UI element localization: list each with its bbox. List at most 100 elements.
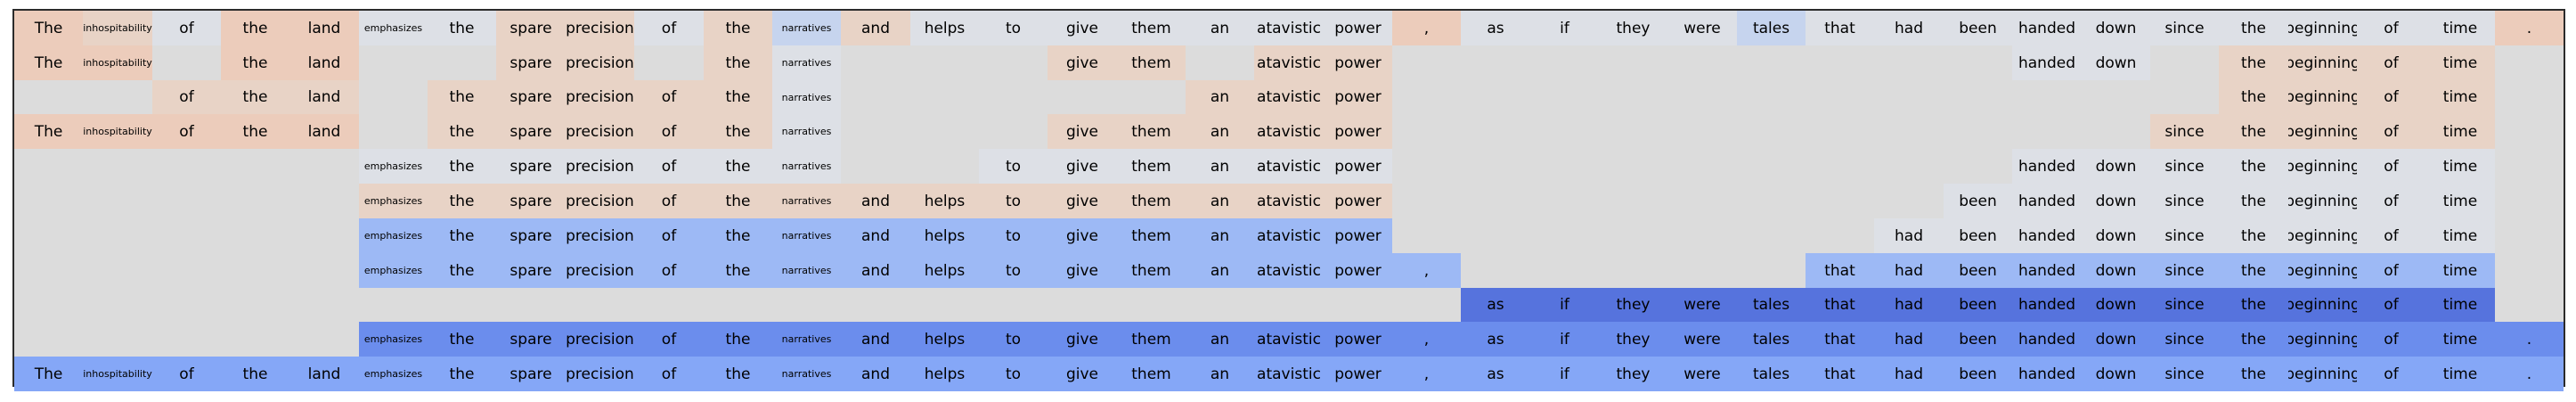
heatmap-cell: narratives [772, 80, 841, 114]
heatmap-cell: been [1944, 357, 2012, 391]
heatmap-cell [1392, 288, 1461, 322]
heatmap-cell [1186, 45, 1254, 80]
heatmap-cell: to [979, 184, 1048, 218]
heatmap-cell [2495, 253, 2564, 288]
heatmap-cell: down [2082, 288, 2150, 322]
heatmap-cell: power [1324, 253, 1392, 288]
heatmap-cell: of [634, 253, 704, 288]
heatmap-cell: narratives [772, 11, 841, 45]
heatmap-cell [1806, 114, 1874, 149]
heatmap-cell: atavistic [1254, 80, 1324, 114]
heatmap-cell [841, 114, 910, 149]
heatmap-cell [910, 45, 979, 80]
heatmap-cell [428, 45, 496, 80]
heatmap-cell: of [2357, 11, 2425, 45]
heatmap-cell: been [1944, 322, 2012, 357]
heatmap-cell [1324, 288, 1392, 322]
heatmap-cell: an [1186, 80, 1254, 114]
heatmap-cell [83, 218, 152, 253]
heatmap-cell: handed [2012, 45, 2082, 80]
heatmap-cell [1944, 80, 2012, 114]
heatmap-cell [1530, 218, 1599, 253]
heatmap-cell [1599, 253, 1667, 288]
heatmap-cell: tales [1737, 357, 1806, 391]
heatmap-cell: give [1048, 11, 1117, 45]
heatmap-cell: an [1186, 114, 1254, 149]
heatmap-cell: the [704, 45, 772, 80]
heatmap-cell [2495, 45, 2564, 80]
heatmap-cell: had [1874, 357, 1944, 391]
heatmap-cell: down [2082, 357, 2150, 391]
heatmap-cell [83, 80, 152, 114]
heatmap-cell: them [1117, 253, 1186, 288]
heatmap-cell: handed [2012, 184, 2082, 218]
heatmap-cell [1737, 184, 1806, 218]
heatmap-cell: if [1530, 357, 1599, 391]
heatmap-cell [841, 45, 910, 80]
heatmap-cell: that [1806, 322, 1874, 357]
heatmap-cell: tales [1737, 11, 1806, 45]
heatmap-cell [496, 288, 566, 322]
heatmap-cell [1530, 184, 1599, 218]
heatmap-cell [1667, 149, 1737, 184]
heatmap-cell [1667, 253, 1737, 288]
heatmap-cell: power [1324, 357, 1392, 391]
heatmap-cell: were [1667, 322, 1737, 357]
heatmap-cell [152, 184, 221, 218]
heatmap-cell [1117, 80, 1186, 114]
heatmap-cell: of [2357, 253, 2425, 288]
heatmap-cell: the [428, 253, 496, 288]
heatmap-cell: time [2425, 218, 2495, 253]
heatmap-cell: precision [566, 149, 634, 184]
heatmap-cell: an [1186, 218, 1254, 253]
heatmap-cell: since [2150, 149, 2219, 184]
heatmap-cell: power [1324, 114, 1392, 149]
heatmap-cell: the [428, 218, 496, 253]
heatmap-cell: atavistic [1254, 114, 1324, 149]
heatmap-cell: helps [910, 253, 979, 288]
heatmap-cell: time [2425, 357, 2495, 391]
heatmap-cell [2082, 114, 2150, 149]
heatmap-cell [2082, 80, 2150, 114]
heatmap-cell: the [428, 184, 496, 218]
heatmap-cell [152, 322, 221, 357]
heatmap-cell: of [2357, 45, 2425, 80]
heatmap-cell [14, 253, 83, 288]
heatmap-cell [359, 80, 428, 114]
heatmap-cell: the [221, 45, 289, 80]
heatmap-cell [2150, 45, 2219, 80]
heatmap-cell: the [2219, 45, 2288, 80]
heatmap-cell: the [2219, 11, 2288, 45]
heatmap-cell: of [634, 114, 704, 149]
heatmap-cell: an [1186, 357, 1254, 391]
heatmap-cell: the [221, 11, 289, 45]
heatmap-cell: beginning [2288, 80, 2357, 114]
heatmap-cell: of [2357, 80, 2425, 114]
heatmap-cell: precision [566, 45, 634, 80]
heatmap-cell: beginning [2288, 149, 2357, 184]
heatmap-cell: beginning [2288, 45, 2357, 80]
heatmap-cell: down [2082, 218, 2150, 253]
heatmap-frame: The inhospitability of the land emphasizes the… [12, 9, 2565, 391]
heatmap-cell: the [2219, 80, 2288, 114]
heatmap-cell: helps [910, 322, 979, 357]
heatmap-cell: the [428, 11, 496, 45]
heatmap-cell [910, 149, 979, 184]
heatmap-cell [1599, 184, 1667, 218]
heatmap-cell [1599, 149, 1667, 184]
heatmap-cell [1530, 253, 1599, 288]
heatmap-cell: narratives [772, 253, 841, 288]
heatmap-cell: precision [566, 11, 634, 45]
heatmap-cell: atavistic [1254, 184, 1324, 218]
heatmap-cell [1667, 45, 1737, 80]
heatmap-cell: had [1874, 218, 1944, 253]
heatmap-cell [1806, 218, 1874, 253]
heatmap-cell: atavistic [1254, 322, 1324, 357]
heatmap-cell: narratives [772, 114, 841, 149]
heatmap-cell [289, 288, 359, 322]
heatmap-cell: down [2082, 11, 2150, 45]
heatmap-cell [2495, 288, 2564, 322]
heatmap-cell [1461, 114, 1530, 149]
heatmap-cell: give [1048, 357, 1117, 391]
heatmap-cell: spare [496, 45, 566, 80]
